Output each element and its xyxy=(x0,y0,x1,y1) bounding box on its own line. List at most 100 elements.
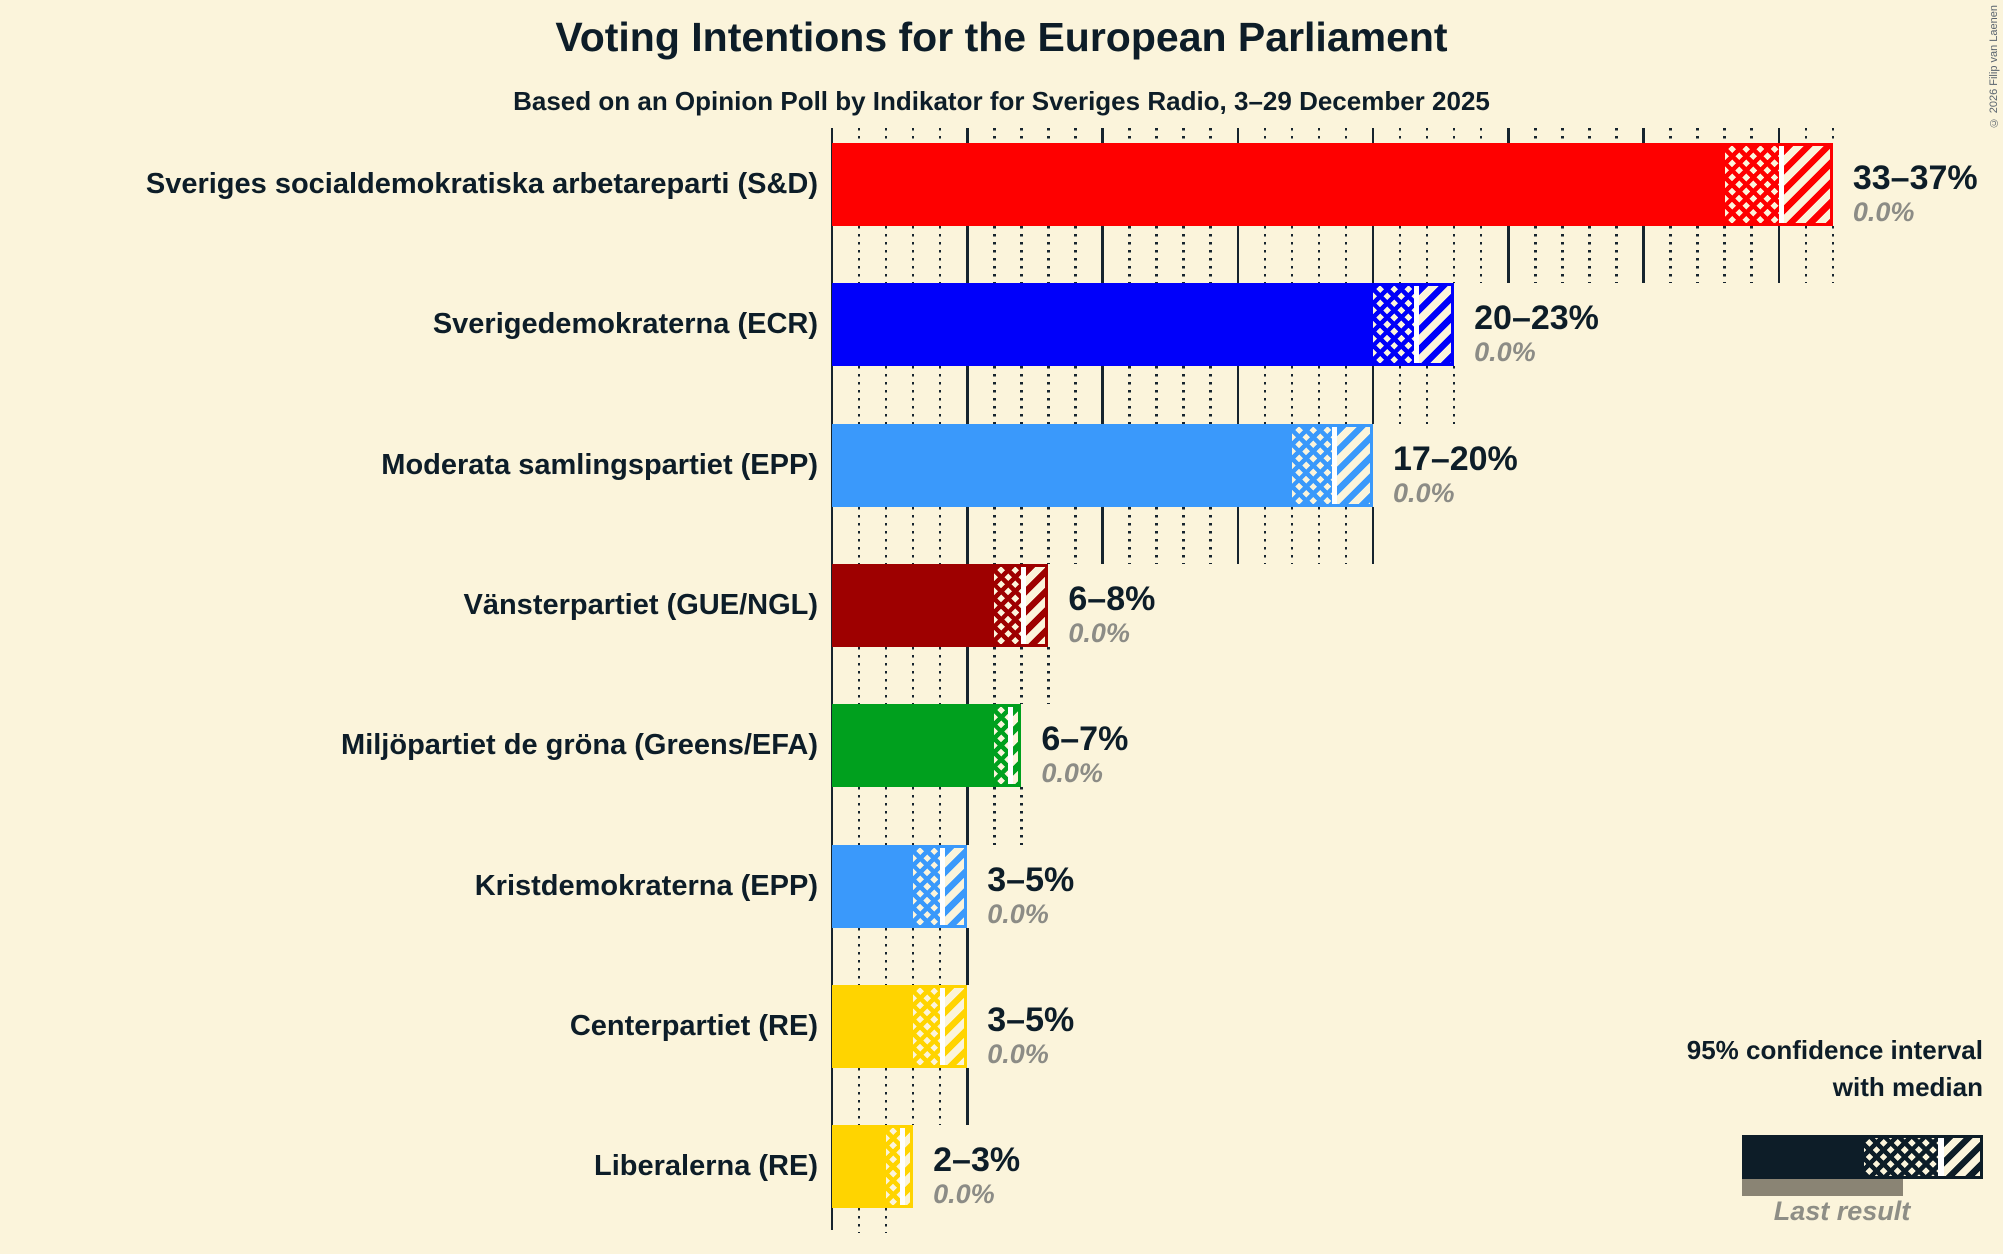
gridline-minor xyxy=(1425,128,1429,143)
value-block: 17–20% 0.0% xyxy=(1393,440,1518,508)
gridline-minor xyxy=(1047,128,1050,143)
bar-crosshatch-segment xyxy=(1724,146,1779,223)
bar-median-line xyxy=(899,1128,905,1205)
legend-caption: 95% confidence interval with median xyxy=(1687,1032,1983,1106)
gridline-minor xyxy=(938,787,942,845)
gridline-minor xyxy=(857,226,861,283)
gridline-minor xyxy=(1020,128,1023,143)
bar-solid-segment xyxy=(835,286,1373,363)
gridline-minor xyxy=(1182,128,1185,143)
legend-median-line: with median xyxy=(1832,1072,1983,1102)
gridline-major xyxy=(1507,226,1510,283)
last-result-value-label: 0.0% xyxy=(1393,478,1455,508)
gridline-minor xyxy=(857,1208,861,1233)
gridline-major xyxy=(1371,366,1375,424)
gridline-major xyxy=(1101,366,1104,424)
gridline-minor xyxy=(1290,507,1294,564)
bar-median-line xyxy=(940,988,946,1065)
bar-crosshatch-segment xyxy=(1291,427,1333,504)
gridline-minor xyxy=(1263,507,1267,564)
bar-solid-segment xyxy=(835,427,1292,504)
legend-last-result-bar xyxy=(1742,1179,1903,1196)
party-label: Moderata samlingspartiet (EPP) xyxy=(381,449,818,481)
bar-diagonal-segment xyxy=(945,848,965,925)
gridline-minor xyxy=(1588,226,1591,283)
gridline-minor xyxy=(1074,128,1077,143)
gridline-minor xyxy=(1047,507,1050,564)
gridline-minor xyxy=(1074,226,1077,283)
value-block: 33–37% 0.0% xyxy=(1853,159,1978,227)
bar-crosshatch-segment xyxy=(1864,1138,1938,1176)
last-result-value-label: 0.0% xyxy=(1474,337,1536,367)
gridline-minor xyxy=(1020,366,1023,424)
bar-median-line xyxy=(1007,707,1013,784)
party-label: Miljöpartiet de gröna (Greens/EFA) xyxy=(341,729,818,761)
bar-diagonal-segment xyxy=(1026,567,1046,644)
party-label: Sverigedemokraterna (ECR) xyxy=(432,308,818,340)
gridline-major xyxy=(966,128,969,143)
bar-crosshatch-segment xyxy=(913,848,941,925)
gridline-minor xyxy=(1290,366,1294,424)
gridline-minor xyxy=(938,507,942,564)
gridline-minor xyxy=(1398,226,1402,283)
gridline-minor xyxy=(1020,647,1023,704)
gridline-minor xyxy=(1155,366,1158,424)
gridline-minor xyxy=(1479,226,1483,283)
gridline-major xyxy=(966,226,969,283)
value-range-label: 3–5% xyxy=(987,1001,1075,1039)
gridline-minor xyxy=(993,507,996,564)
bar-crosshatch-segment xyxy=(994,567,1022,644)
bar-solid-segment xyxy=(835,146,1725,223)
bar-median-line xyxy=(1778,146,1784,223)
value-block: 6–8% 0.0% xyxy=(1068,580,1155,648)
bar-solid-segment xyxy=(835,988,914,1065)
bar-median-line xyxy=(1413,286,1419,363)
bar-crosshatch-segment xyxy=(1373,286,1414,363)
gridline-major xyxy=(1507,128,1510,143)
gridline-minor xyxy=(1723,226,1726,283)
gridline-minor xyxy=(911,226,915,283)
party-label: Sveriges socialdemokratiska arbetarepart… xyxy=(145,168,818,200)
gridline-minor xyxy=(1128,226,1131,283)
gridline-minor xyxy=(1479,128,1483,143)
gridline-minor xyxy=(1615,128,1618,143)
gridline-minor xyxy=(884,1208,888,1233)
gridline-minor xyxy=(911,928,915,985)
gridline-major xyxy=(966,366,969,424)
chart-subtitle: Based on an Opinion Poll by Indikator fo… xyxy=(513,86,1490,116)
gridline-minor xyxy=(1020,507,1023,564)
last-result-value-label: 0.0% xyxy=(1852,197,1915,227)
value-block: 6–7% 0.0% xyxy=(1041,720,1128,788)
last-result-value-label: 0.0% xyxy=(1068,618,1130,648)
gridline-minor xyxy=(857,647,861,704)
x-axis-zero-line xyxy=(830,128,834,1230)
party-bar xyxy=(832,564,1049,647)
gridline-minor xyxy=(857,928,861,985)
bar-median-line xyxy=(1938,1138,1944,1176)
gridline-minor xyxy=(1669,128,1672,143)
value-range-label: 20–23% xyxy=(1474,299,1599,337)
gridline-minor xyxy=(857,128,861,143)
gridline-major xyxy=(1777,128,1780,143)
bar-crosshatch-segment xyxy=(913,988,941,1065)
gridline-minor xyxy=(1182,226,1185,283)
bar-solid-segment xyxy=(835,848,914,925)
gridline-major xyxy=(1642,226,1645,283)
gridline-minor xyxy=(1344,226,1348,283)
party-label: Centerpartiet (RE) xyxy=(569,1010,818,1042)
gridline-minor xyxy=(1128,507,1131,564)
gridline-minor xyxy=(884,507,888,564)
gridline-minor xyxy=(1155,226,1158,283)
gridline-major xyxy=(1371,507,1375,564)
gridline-minor xyxy=(911,1068,915,1125)
bar-median-line xyxy=(940,848,946,925)
party-bar xyxy=(832,283,1455,366)
gridline-minor xyxy=(1561,226,1564,283)
gridline-minor xyxy=(1344,128,1348,143)
gridline-minor xyxy=(1615,226,1618,283)
value-range-label: 17–20% xyxy=(1393,440,1518,478)
gridline-major xyxy=(966,647,969,704)
gridline-minor xyxy=(1209,507,1212,564)
gridline-minor xyxy=(884,928,888,985)
gridline-minor xyxy=(993,226,996,283)
